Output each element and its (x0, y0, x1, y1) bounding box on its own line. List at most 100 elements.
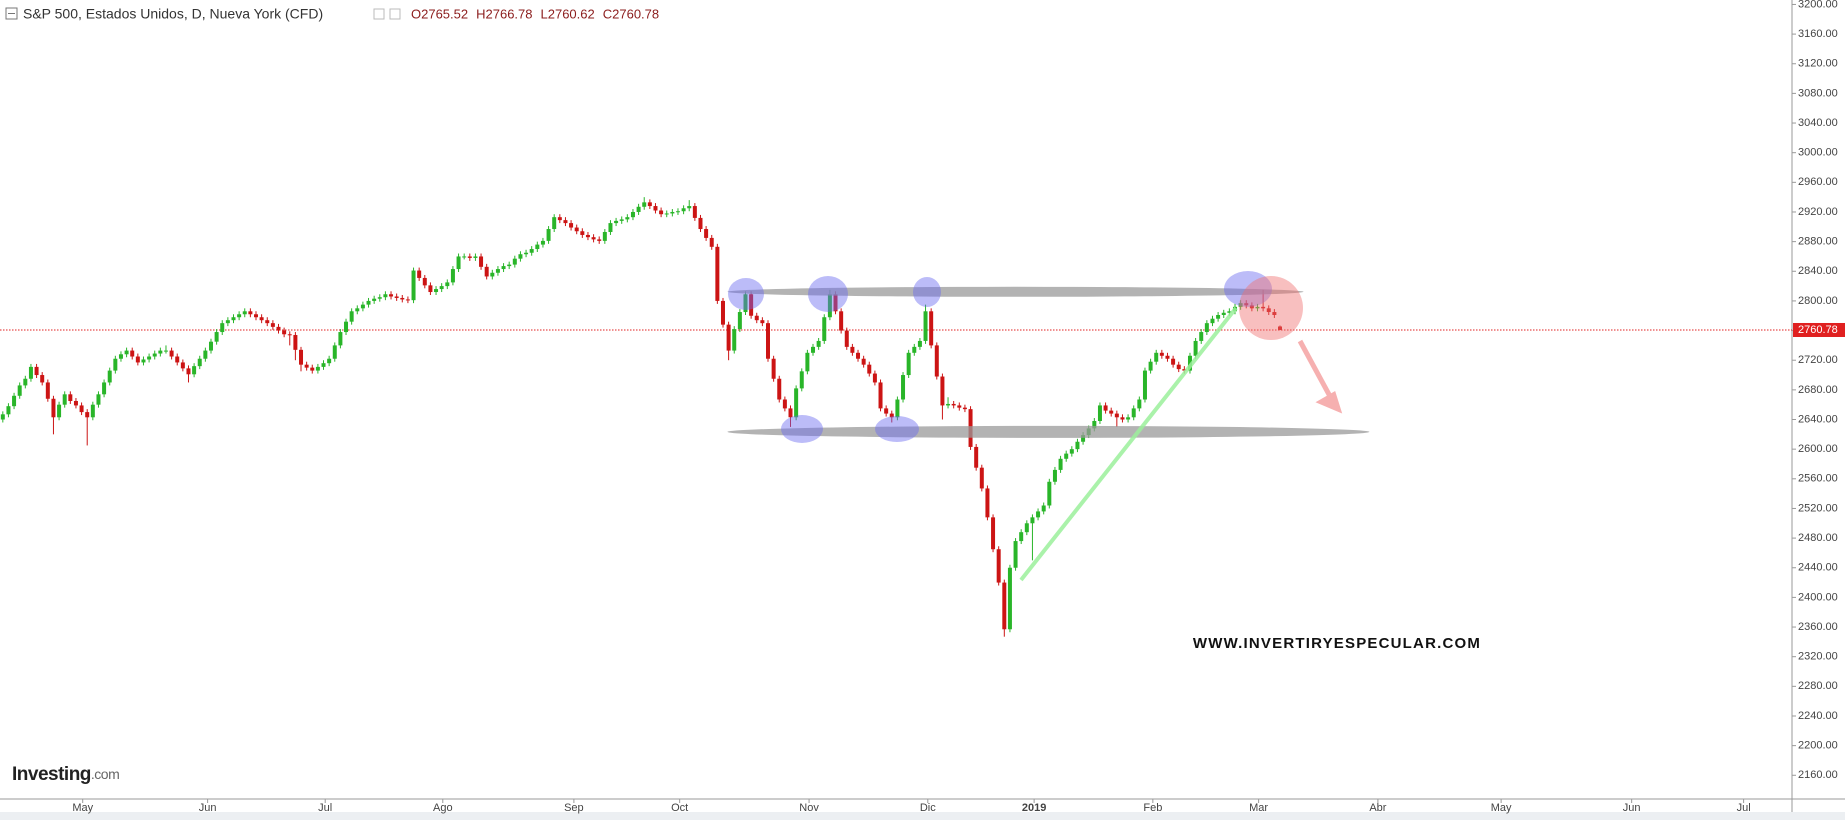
y-tick-label: 2720.00 (1798, 354, 1838, 366)
candle-body (338, 332, 343, 346)
y-tick-label: 2160.00 (1798, 769, 1838, 781)
candle-body (934, 345, 939, 377)
ohlc-value: O2765.52 (411, 6, 468, 21)
candle-body (811, 346, 816, 353)
y-tick-label: 3080.00 (1798, 87, 1838, 99)
touch-ellipse (1224, 271, 1272, 307)
touch-ellipse (913, 277, 941, 307)
touch-ellipse (781, 415, 823, 443)
candle-body (1007, 567, 1012, 630)
candle-body (1159, 352, 1164, 356)
candle-body (1058, 458, 1063, 470)
x-tick-label: Nov (799, 802, 819, 814)
candle-body (653, 206, 658, 211)
candle-body (40, 375, 45, 383)
candle-body (417, 270, 422, 278)
collapse-icon[interactable] (5, 7, 18, 20)
candle-body (518, 254, 523, 259)
candle-body (1171, 358, 1176, 365)
candle-body (867, 364, 872, 374)
candle-body (360, 304, 365, 309)
touch-ellipse (875, 416, 919, 442)
candle-body (822, 317, 827, 341)
x-tick-label: May (72, 802, 93, 814)
candle-body (180, 362, 185, 369)
candle-body (1266, 308, 1271, 313)
candle-body (833, 294, 838, 312)
candle-body (743, 294, 748, 313)
candle-body (720, 300, 725, 325)
candle-body (889, 413, 894, 418)
candle-body (850, 346, 855, 353)
candle-body (1137, 399, 1142, 409)
candle-body (1255, 306, 1260, 309)
candle-body (276, 326, 281, 331)
candle-body (389, 294, 394, 297)
candle-body (557, 217, 562, 221)
y-tick-label: 2640.00 (1798, 413, 1838, 425)
candle-body (45, 382, 50, 399)
candle-body (985, 488, 990, 518)
candle-body (574, 227, 579, 232)
candle-body (6, 406, 11, 415)
candle-body (630, 211, 635, 218)
candle-body (872, 373, 877, 383)
reversal-circle (1239, 276, 1303, 340)
candle-body (670, 211, 675, 214)
candle-body (704, 229, 709, 238)
settings-icon[interactable] (373, 8, 385, 20)
candle-body (434, 289, 439, 293)
trend-line (1019, 306, 1238, 582)
candle-body (1019, 532, 1024, 542)
candle-body (642, 202, 647, 207)
candle-body (225, 320, 230, 324)
candle-body (344, 321, 349, 333)
candle-body (349, 311, 354, 322)
support-band (727, 425, 1370, 438)
x-tick-label: Dic (920, 802, 936, 814)
candle-body (152, 353, 157, 357)
candle-body (12, 395, 17, 407)
candle-body (456, 256, 461, 270)
y-tick-label: 2800.00 (1798, 295, 1838, 307)
candle-body (901, 375, 906, 400)
x-tick-label: Oct (671, 802, 688, 814)
candle-body (895, 399, 900, 418)
logo-suffix: .com (91, 766, 119, 782)
candle-body (1126, 417, 1131, 420)
candle-body (974, 446, 979, 468)
touch-ellipse (728, 278, 764, 310)
annotations (727, 271, 1370, 582)
y-tick-label: 2920.00 (1798, 206, 1838, 218)
candle-body (1030, 517, 1035, 524)
candle-body (175, 356, 180, 363)
candle-body (839, 311, 844, 331)
candle-body (372, 298, 377, 301)
candle-body (479, 256, 484, 267)
y-tick-label: 2360.00 (1798, 621, 1838, 633)
candle-body (287, 334, 292, 336)
candle-body (597, 239, 602, 241)
candle-body (34, 366, 39, 376)
candle-body (816, 340, 821, 347)
settings-icon[interactable] (389, 8, 401, 20)
candle-body (51, 398, 56, 418)
ohlc-value: H2766.78 (476, 6, 532, 21)
candle-body (1227, 311, 1232, 313)
candle-body (130, 350, 135, 357)
candle-body (1036, 511, 1041, 518)
candle-body (1199, 332, 1204, 341)
candle-body (1193, 340, 1198, 356)
candle-body (766, 323, 770, 359)
candle-body (979, 467, 984, 489)
candle-body (1024, 523, 1029, 533)
candle-body (1204, 323, 1209, 333)
candle-body (405, 299, 410, 301)
candle-body (929, 311, 934, 346)
touch-ellipse (808, 276, 848, 312)
y-tick-label: 2320.00 (1798, 651, 1838, 663)
candle-body (1210, 318, 1215, 324)
candle-body (1221, 312, 1226, 316)
logo-text: Investing (12, 764, 91, 785)
ohlc-value: C2760.78 (603, 6, 659, 21)
